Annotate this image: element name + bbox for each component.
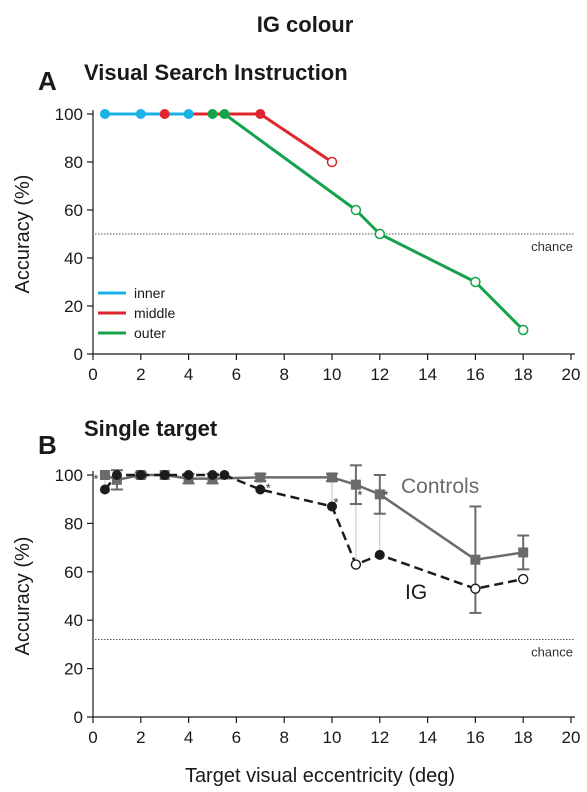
panel-a-letter: A: [38, 66, 57, 96]
figure-title: IG colour: [257, 12, 354, 37]
panel-a-x-tick-label: 12: [370, 365, 389, 384]
data-point-outer: [517, 324, 529, 336]
panel-a-x-tick-label: 18: [514, 365, 533, 384]
data-point-middle: [159, 109, 170, 119]
panel-b-y-tick-label: 0: [74, 708, 83, 727]
data-point-controls: [255, 472, 266, 483]
panel-b-letter: B: [38, 430, 57, 460]
data-point-controls: [350, 479, 361, 490]
panel-b-x-tick-label: 10: [323, 728, 342, 747]
panel-b-plot: * * * * *: [93, 464, 530, 614]
panel-b-x-tick-label: 2: [136, 728, 145, 747]
series-line-outer: [212, 112, 525, 332]
panel-a-y-tick-label: 60: [64, 201, 83, 220]
panel-a-y-tick-label: 100: [55, 105, 83, 124]
panel-a-x-tick-label: 20: [562, 365, 581, 384]
data-point-ig: [159, 470, 170, 480]
data-point-ig: [99, 484, 110, 495]
series-label-controls: Controls: [401, 475, 479, 498]
panel-b-y-tick-label: 100: [55, 466, 83, 485]
data-point-ig: [518, 573, 529, 585]
x-axis-label: Target visual eccentricity (deg): [185, 765, 455, 787]
panel-a-title: Visual Search Instruction: [84, 60, 348, 85]
panel-b-y-tick-label: 40: [64, 611, 83, 630]
panel-b-y-axis-label: Accuracy (%): [12, 537, 34, 656]
data-point-ig: [135, 470, 146, 480]
panel-b-series-labels: Controls IG: [401, 475, 479, 604]
series-label-ig: IG: [405, 581, 427, 604]
data-point-outer: [207, 109, 218, 119]
data-point-middle: [326, 156, 338, 168]
data-point-outer: [374, 228, 386, 240]
panel-a-chance-label: chance: [531, 239, 573, 254]
panel-a-x-tick-label: 14: [418, 365, 437, 384]
panel-a-y-axis-label: Accuracy (%): [12, 175, 34, 294]
data-point-ig: [219, 470, 230, 480]
panel-a-legend: inner middle outer: [98, 285, 175, 341]
data-point-ig: [207, 470, 218, 480]
data-point-ig: [255, 484, 266, 495]
data-point-outer: [350, 204, 362, 216]
data-point-inner: [135, 109, 146, 119]
panel-b: B Single target Accuracy (%) 0 2 4 6 8 10 12 14…: [12, 416, 580, 747]
data-point-inner: [99, 109, 110, 119]
panel-a-x-tick-label: 8: [279, 365, 288, 384]
significance-marker: *: [357, 488, 362, 503]
panel-b-x-tick-label: 6: [232, 728, 241, 747]
data-point-inner: [183, 109, 194, 119]
significance-marker: *: [333, 495, 338, 510]
panel-b-chance-label: chance: [531, 645, 573, 660]
panel-a-axes: 0 2 4 6 8 10 12 14 16 18 20 0 20 40 60 80 100: [55, 105, 581, 384]
panel-b-title: Single target: [84, 416, 218, 441]
panel-a-x-tick-label: 0: [88, 365, 97, 384]
panel-a-x-tick-label: 16: [466, 365, 485, 384]
data-point-ig: [470, 583, 481, 594]
data-point-controls: [374, 489, 385, 500]
panel-a: A Visual Search Instruction Accuracy (%)…: [12, 60, 580, 384]
data-point-ig: [350, 559, 362, 570]
panel-b-y-tick-label: 60: [64, 563, 83, 582]
panel-b-chance-reference: chance: [95, 639, 575, 660]
data-point-controls: [327, 472, 337, 483]
legend-label-inner: inner: [134, 285, 165, 301]
data-point-outer: [219, 109, 230, 119]
data-point-ig: [327, 501, 337, 512]
panel-b-x-tick-label: 0: [88, 728, 97, 747]
panel-a-x-tick-label: 4: [184, 365, 193, 384]
series-line-middle: [164, 112, 333, 164]
panel-a-y-tick-label: 80: [64, 153, 83, 172]
panel-a-y-tick-label: 0: [74, 345, 83, 364]
panel-b-x-tick-label: 8: [279, 728, 288, 747]
panel-a-x-tick-label: 2: [136, 365, 145, 384]
panel-b-x-tick-label: 12: [370, 728, 389, 747]
data-point-middle: [255, 109, 266, 119]
panel-b-x-tick-label: 14: [418, 728, 437, 747]
panel-b-x-tick-label: 18: [514, 728, 533, 747]
panel-a-chance-reference: chance: [95, 233, 575, 254]
significance-marker: *: [383, 488, 388, 503]
legend-label-middle: middle: [134, 305, 175, 321]
panel-b-x-tick-label: 16: [466, 728, 485, 747]
data-point-ig: [111, 470, 122, 480]
data-point-ig: [374, 549, 385, 560]
panel-b-axes: 0 2 4 6 8 10 12 14 16 18 20 0 20 40 60 80 100: [55, 466, 581, 747]
legend-label-outer: outer: [134, 325, 166, 341]
significance-marker: *: [93, 471, 98, 486]
data-point-controls: [518, 547, 529, 558]
panel-b-x-tick-label: 20: [562, 728, 581, 747]
panel-a-x-tick-label: 10: [323, 365, 342, 384]
data-point-ig: [183, 470, 194, 480]
panel-a-y-tick-label: 40: [64, 249, 83, 268]
panel-a-y-tick-label: 20: [64, 297, 83, 316]
data-point-outer: [470, 276, 481, 288]
data-point-controls: [470, 554, 481, 565]
panel-b-x-tick-label: 4: [184, 728, 193, 747]
significance-marker: *: [266, 480, 271, 495]
panel-b-y-tick-label: 80: [64, 514, 83, 533]
panel-b-y-tick-label: 20: [64, 660, 83, 679]
data-point-controls: [99, 470, 110, 480]
panel-a-x-tick-label: 6: [232, 365, 241, 384]
panel-a-plot: [99, 109, 529, 336]
